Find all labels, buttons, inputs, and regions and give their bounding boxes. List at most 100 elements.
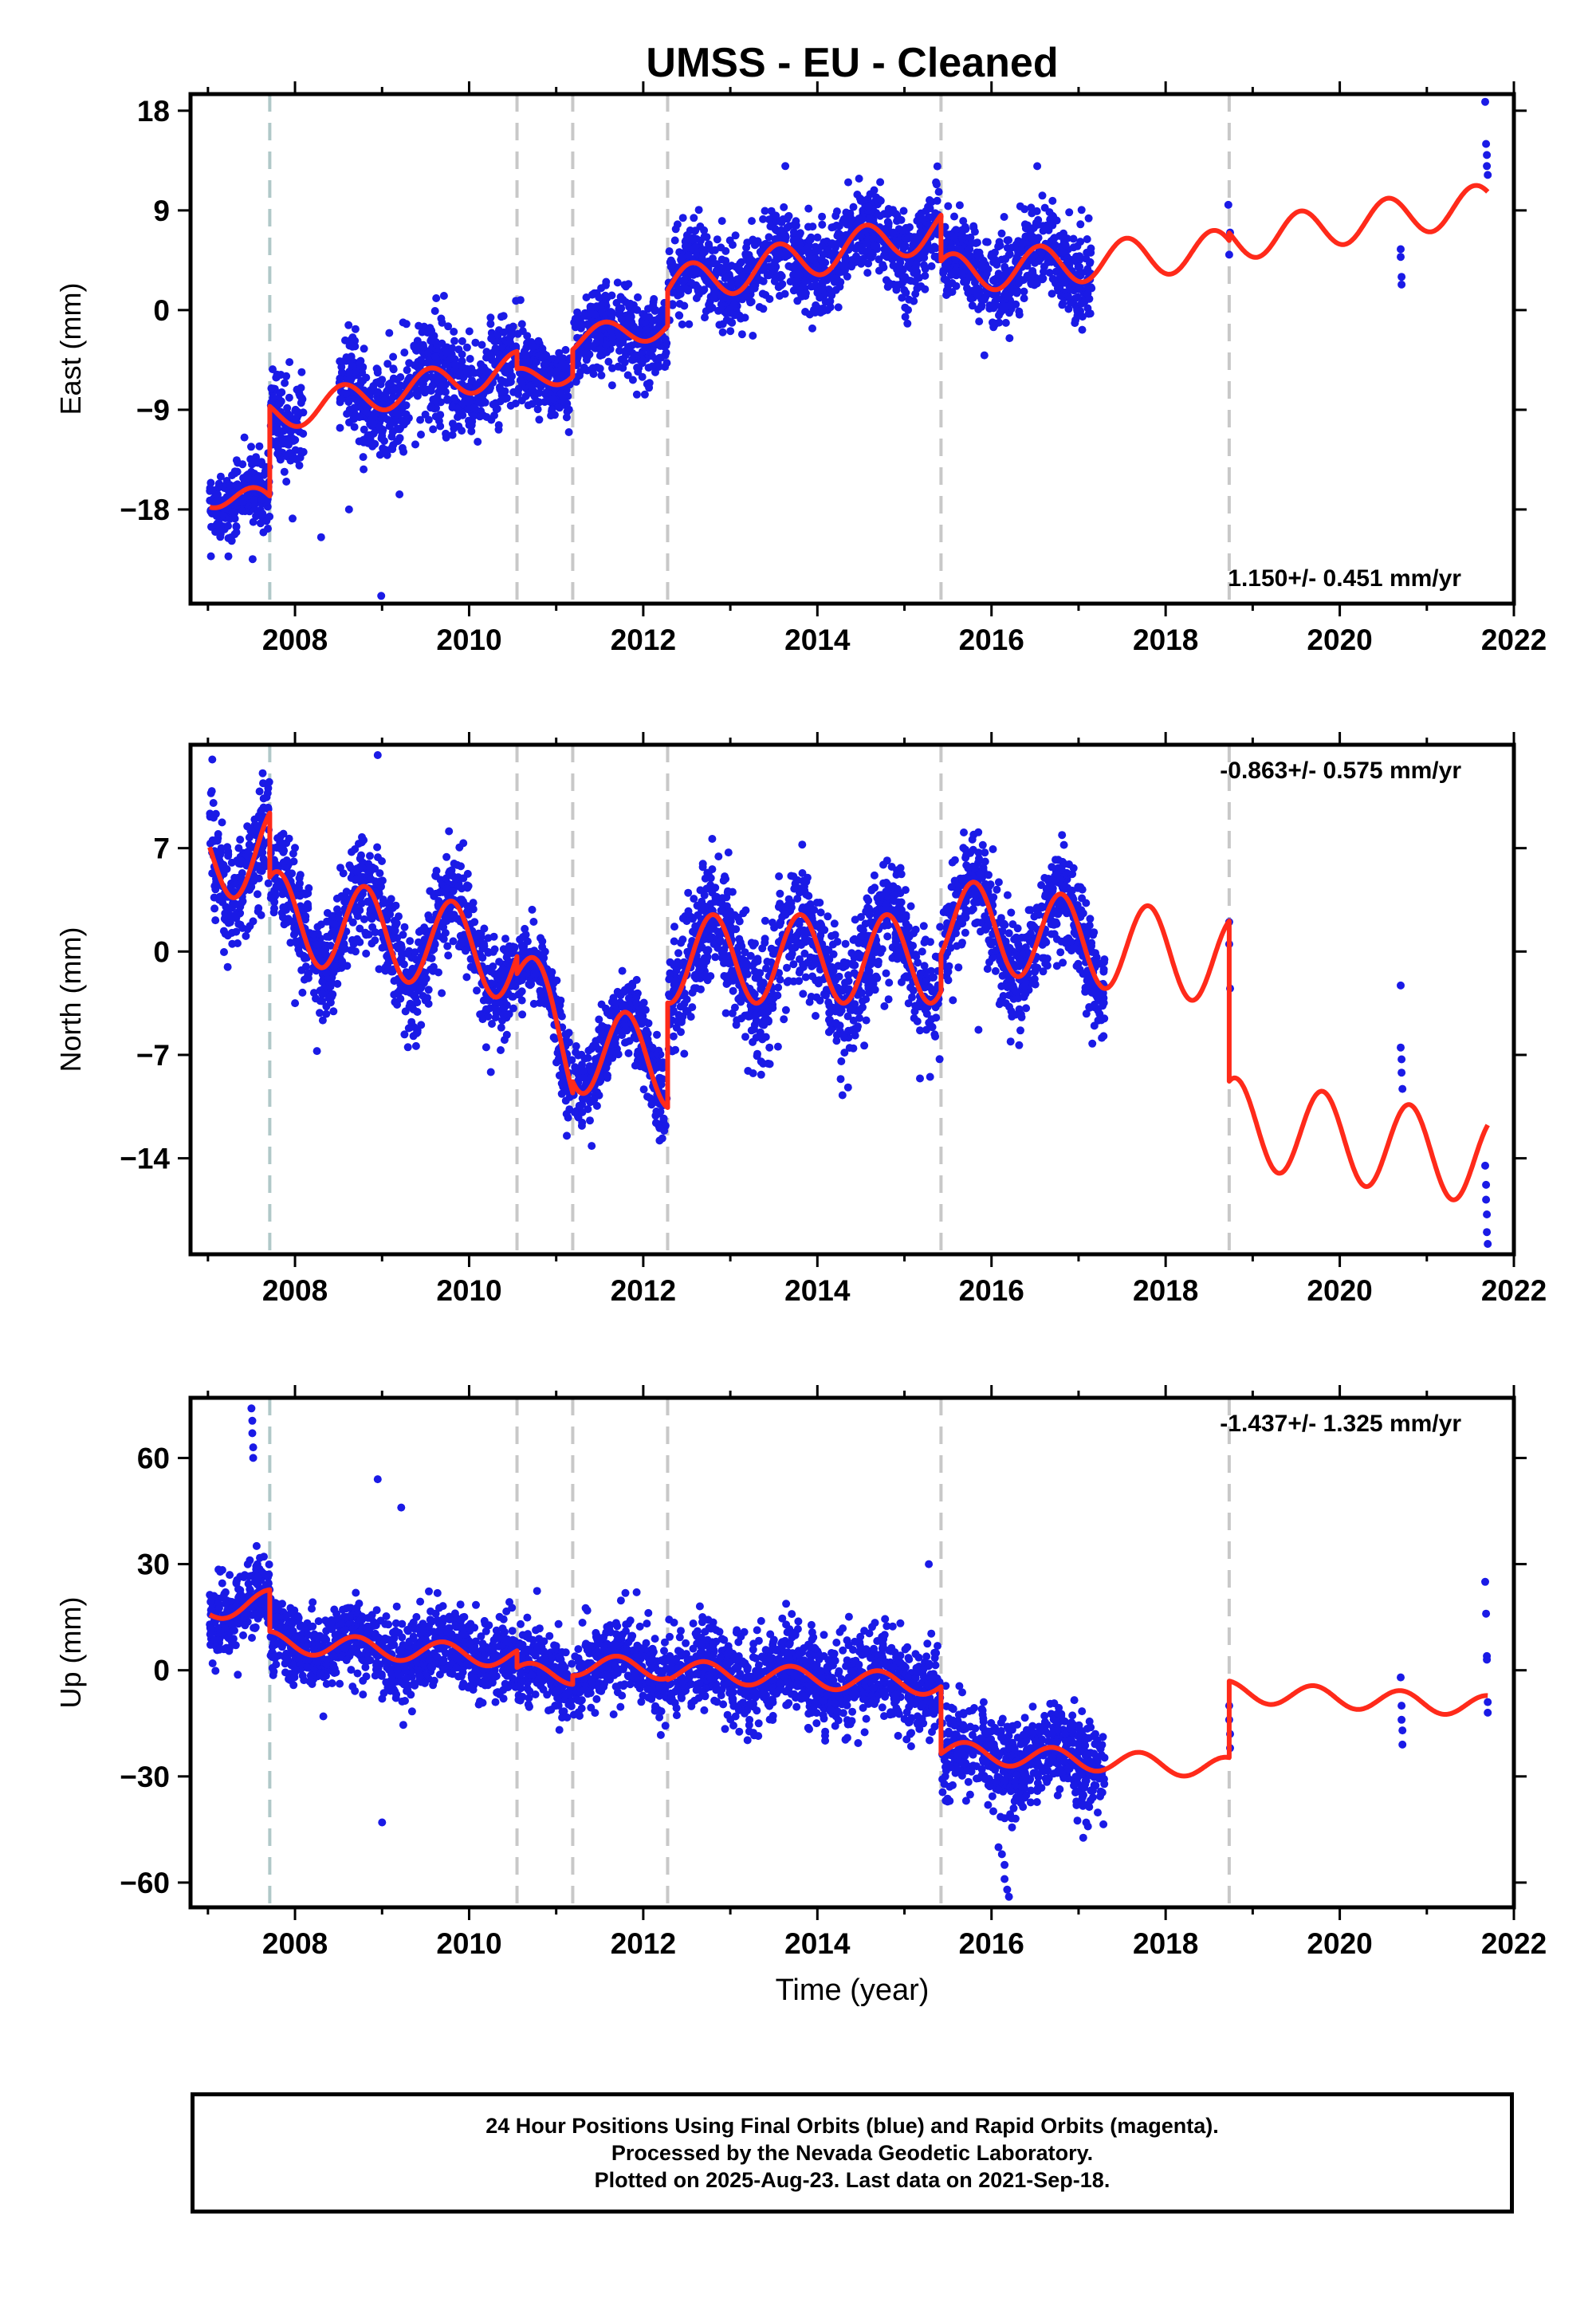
data-point (527, 980, 536, 989)
x-tick-label: 2014 (784, 624, 851, 656)
data-point (1224, 200, 1232, 209)
data-point (597, 371, 606, 380)
data-point (563, 407, 572, 416)
data-point (1063, 292, 1072, 301)
data-point (994, 270, 1003, 278)
data-point (336, 374, 344, 383)
data-point (776, 217, 784, 226)
data-point (726, 327, 735, 336)
data-point (925, 244, 934, 253)
data-point (350, 415, 359, 423)
data-point (272, 373, 281, 382)
data-point (226, 481, 234, 490)
data-point (223, 962, 232, 971)
data-point (583, 366, 592, 375)
data-point (497, 1023, 505, 1032)
data-point (665, 247, 674, 256)
data-point (1065, 208, 1074, 217)
data-point (368, 923, 377, 931)
data-point (1481, 97, 1489, 106)
data-point (745, 254, 754, 263)
model-line (208, 183, 1490, 510)
data-point (767, 262, 775, 271)
data-point (397, 941, 406, 950)
data-point (366, 852, 374, 860)
data-point (255, 787, 264, 796)
data-point (485, 350, 494, 359)
data-point (589, 370, 598, 378)
data-point (718, 294, 727, 303)
data-point (814, 287, 823, 296)
data-point (901, 303, 910, 312)
data-point (450, 360, 459, 368)
data-point (293, 385, 301, 394)
data-point (563, 1131, 571, 1140)
data-point (901, 313, 910, 321)
data-point (213, 836, 222, 845)
data-point (582, 293, 591, 301)
data-point (462, 973, 471, 982)
data-point (383, 360, 392, 368)
data-point (545, 366, 554, 375)
data-point (283, 403, 292, 412)
data-point (673, 220, 682, 229)
data-point (508, 372, 516, 380)
data-point (652, 355, 660, 364)
data-point (765, 295, 774, 303)
data-point (481, 398, 489, 407)
data-point (385, 329, 394, 337)
data-point (437, 382, 446, 391)
data-point (804, 204, 813, 213)
data-point (403, 366, 411, 375)
data-point (285, 834, 293, 843)
data-point (1080, 297, 1089, 306)
data-point (213, 496, 222, 505)
data-point (1016, 202, 1024, 211)
data-point (1484, 171, 1492, 179)
data-point (377, 882, 385, 891)
data-point (224, 552, 233, 561)
data-point (906, 223, 914, 231)
data-point (394, 437, 403, 445)
data-point (651, 368, 659, 376)
y-tick-label: 0 (153, 294, 170, 327)
data-point (1483, 151, 1492, 159)
data-point (413, 343, 422, 352)
data-point (249, 917, 257, 926)
data-point (442, 433, 450, 442)
data-point (1048, 211, 1057, 220)
data-point (617, 315, 626, 324)
data-point (1020, 294, 1028, 303)
data-point (634, 293, 642, 301)
data-point (470, 403, 478, 412)
data-point (916, 228, 925, 237)
data-point (1077, 206, 1086, 214)
data-point (611, 999, 620, 1007)
data-point (1064, 305, 1073, 313)
data-point (1048, 196, 1057, 205)
data-point (835, 282, 844, 291)
data-point (680, 276, 689, 285)
data-point (371, 936, 379, 945)
data-point (759, 305, 768, 313)
data-point (443, 942, 452, 950)
data-point (873, 195, 882, 203)
data-point (368, 442, 377, 451)
data-point (411, 1041, 420, 1050)
data-point (670, 236, 679, 245)
data-point (400, 923, 409, 931)
data-point (296, 949, 305, 958)
data-point (898, 226, 906, 235)
data-point (639, 1085, 648, 1094)
data-point (856, 196, 865, 205)
data-point (864, 203, 873, 211)
data-point (327, 975, 336, 983)
data-point (254, 904, 263, 912)
data-point (458, 356, 466, 365)
data-point (409, 983, 418, 992)
data-point (313, 1047, 321, 1056)
data-point (517, 941, 526, 950)
data-point (424, 415, 433, 424)
data-point (438, 989, 446, 998)
data-point (458, 427, 466, 435)
